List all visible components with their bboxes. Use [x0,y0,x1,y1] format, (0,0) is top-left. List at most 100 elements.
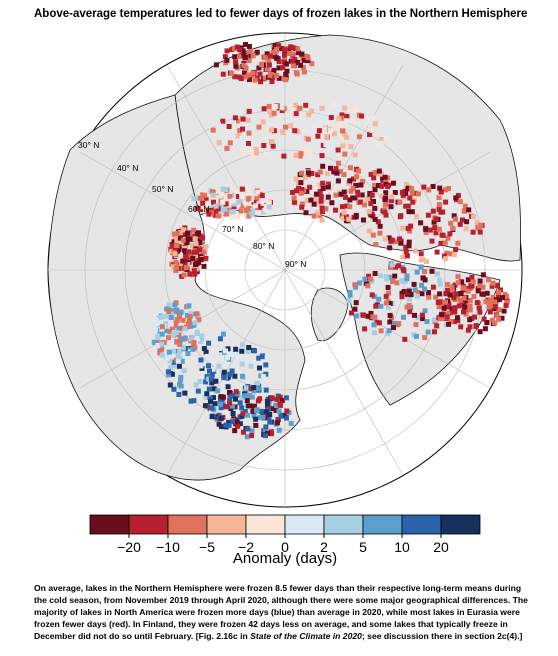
lake-pixel [430,184,436,189]
lake-pixel [254,150,259,156]
lake-pixel [258,408,264,414]
colorbar-tick-label: 5 [359,539,367,555]
lake-pixel [213,378,219,384]
lake-pixel [195,313,201,319]
lake-pixel [407,309,413,315]
lake-pixel [464,219,470,225]
lake-pixel [177,314,182,320]
lake-pixel [232,54,238,60]
lake-pixel [437,277,443,283]
lake-pixel [495,282,500,288]
colorbar: −20 −10 −5 −2 0 2 5 10 20 [89,514,481,555]
lake-pixel [365,283,371,289]
lake-pixel [243,213,249,219]
lake-pixel [290,108,296,114]
lake-pixel [418,220,424,226]
lake-pixel [241,62,247,68]
lake-pixel [383,136,389,141]
lake-pixel [397,214,403,220]
lake-pixel [178,377,184,383]
lake-pixel [216,363,222,369]
lake-pixel [218,401,224,407]
lake-pixel [342,105,348,111]
lake-pixel [372,271,378,276]
lake-pixel [194,253,200,259]
lake-pixel [238,76,244,82]
lake-pixel [305,55,311,61]
lake-pixel [267,109,273,115]
lake-pixel [379,193,385,199]
lake-pixel [283,124,288,130]
lake-pixel [452,216,458,222]
lake-pixel [266,204,272,210]
lake-pixel [352,282,358,288]
lake-pixel [371,330,377,336]
lake-pixel [215,388,221,394]
lake-pixel [280,130,286,135]
lake-pixel [240,342,246,348]
lake-pixel [273,402,279,408]
lake-pixel [194,311,200,317]
lake-pixel [348,143,354,149]
lake-pixel [358,182,364,188]
lake-pixel [307,184,313,190]
lake-pixel [168,321,174,327]
lake-pixel [319,205,325,211]
lake-pixel [396,263,402,269]
lake-pixel [433,216,439,222]
lake-pixel [256,65,262,71]
lake-pixel [233,346,239,352]
lake-pixel [387,312,393,318]
lake-pixel [193,382,199,388]
lake-pixel [444,291,450,297]
lake-pixel [288,123,294,129]
lake-pixel [167,329,173,334]
lake-pixel [360,178,366,184]
lake-pixel [377,223,383,229]
lake-pixel [219,352,225,358]
lake-pixel [283,71,289,77]
lake-pixel [180,341,186,347]
lake-pixel [203,349,209,355]
lake-pixel [391,180,396,186]
lake-pixel [274,420,280,426]
latitude-label: 50° N [152,184,173,194]
lake-pixel [317,202,323,208]
lake-pixel [362,276,368,282]
lake-pixel [503,303,509,308]
lake-pixel [235,194,241,199]
lake-pixel [382,236,388,242]
lake-pixel [351,114,357,119]
lake-pixel [249,428,255,434]
lake-pixel [253,203,258,209]
lake-pixel [280,65,286,71]
lake-pixel [209,414,215,420]
colorbar-swatch [284,514,325,535]
lake-pixel [300,120,306,126]
lake-pixel [366,273,372,279]
lake-pixel [325,184,331,190]
lake-pixel [353,300,359,306]
lake-pixel [245,72,251,78]
lake-pixel [399,290,405,296]
lake-pixel [451,295,457,301]
lake-pixel [423,226,429,232]
lake-pixel [267,412,273,417]
lake-pixel [260,119,266,125]
lake-pixel [287,51,293,56]
lake-pixel [210,127,216,133]
lake-pixel [264,66,270,72]
lake-pixel [231,119,237,125]
lake-pixel [223,348,228,354]
lake-pixel [396,321,402,327]
lake-pixel [367,120,373,126]
lake-pixel [155,334,161,340]
lake-pixel [218,398,224,404]
lake-pixel [299,204,305,210]
lake-pixel [249,211,255,217]
lake-pixel [198,357,204,363]
lake-pixel [213,203,219,209]
lake-pixel [348,188,354,194]
lake-pixel [462,208,467,214]
lake-pixel [180,258,186,264]
